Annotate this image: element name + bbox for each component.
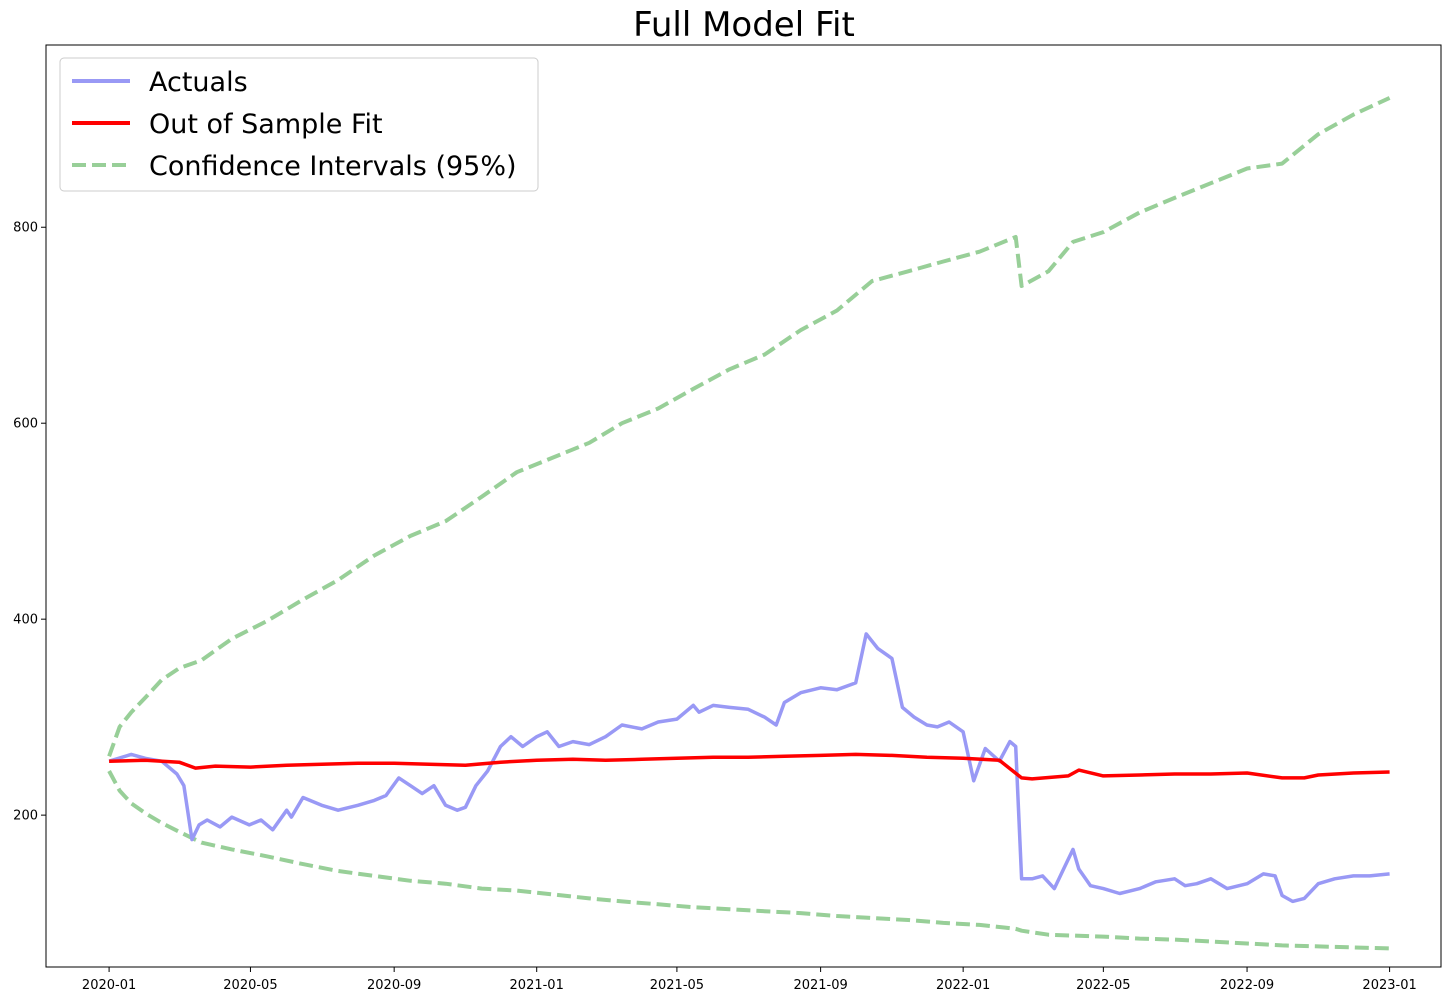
- x-tick-label: 2020-01: [82, 978, 136, 993]
- x-tick-label: 2021-05: [650, 978, 704, 993]
- chart-title: Full Model Fit: [633, 5, 855, 45]
- y-tick-label: 600: [13, 417, 38, 432]
- y-tick-label: 200: [13, 809, 38, 824]
- x-tick-label: 2020-05: [223, 978, 277, 993]
- legend-label-actuals: Actuals: [149, 67, 248, 98]
- legend: Actuals Out of Sample Fit Confidence Int…: [59, 57, 539, 192]
- legend-label-ci: Confidence Intervals (95%): [149, 151, 517, 182]
- axis-layer: 2020-01 2020-05 2020-09 2021-01 2021-05 2021-…: [13, 221, 1417, 993]
- x-tick-label: 2020-09: [367, 978, 421, 993]
- series-layer: [107, 96, 1391, 951]
- x-tick-label: 2021-09: [793, 978, 847, 993]
- series-ci-lower-line: [107, 770, 1390, 951]
- x-tick-label: 2022-01: [936, 978, 990, 993]
- legend-box: [59, 57, 539, 192]
- y-tick-label: 800: [13, 221, 38, 236]
- x-tick-label: 2022-09: [1220, 978, 1274, 993]
- x-tick-label: 2021-01: [510, 978, 564, 993]
- y-tick-label: 400: [13, 613, 38, 628]
- series-actuals-line: [108, 632, 1390, 904]
- legend-label-fit: Out of Sample Fit: [149, 109, 383, 140]
- x-tick-label: 2023-01: [1362, 978, 1416, 993]
- plot-area: [45, 44, 1442, 968]
- x-tick-label: 2022-05: [1076, 978, 1130, 993]
- series-ci-upper-line: [107, 96, 1391, 757]
- series-fit-line: [109, 752, 1390, 781]
